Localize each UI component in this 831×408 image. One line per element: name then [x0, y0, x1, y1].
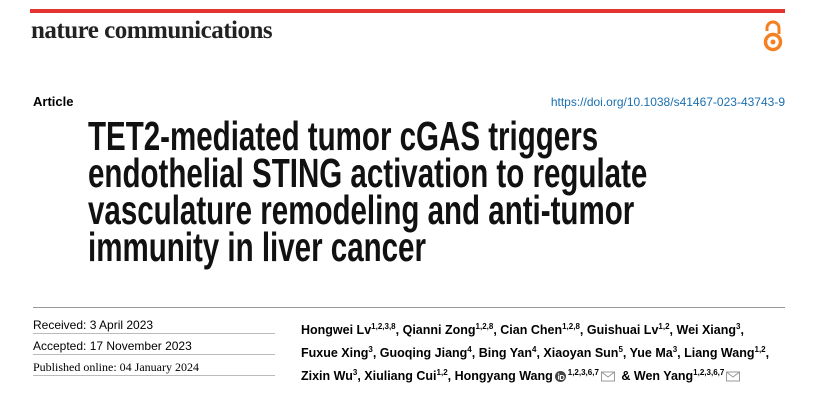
- affiliation: 3: [736, 322, 741, 331]
- affiliation: 1,2,8: [475, 322, 494, 331]
- title-line: vasculature remodeling and anti-tumor: [88, 187, 635, 233]
- affiliation: 1,2: [754, 345, 766, 354]
- affiliation: 1,2: [658, 322, 670, 331]
- author-name: Guishuai Lv: [586, 323, 659, 337]
- author[interactable]: Qianni Zong1,2,8: [402, 322, 494, 337]
- date: Accepted: 17 November 2023: [33, 334, 275, 355]
- affiliation: 1,2,8: [562, 322, 580, 331]
- author-line: Zixin Wu3, Xiuliang Cui1,2, Hongyang Wan…: [301, 363, 769, 386]
- title: TET2-mediated tumor cGAS triggers endothe…: [88, 113, 808, 270]
- author[interactable]: Liang Wang1,2: [684, 345, 766, 360]
- author-name: Bing Yan: [478, 346, 532, 360]
- author[interactable]: Fuxue Xing3: [301, 345, 373, 360]
- author-name: Liang Wang: [684, 346, 755, 360]
- separator: ,: [471, 346, 476, 360]
- authors: Hongwei Lv1,2,3,8, Qianni Zong1,2,8, Cia…: [301, 317, 769, 386]
- separator: ,: [357, 369, 361, 383]
- header-bar: [30, 9, 785, 13]
- affiliation: 3: [672, 345, 678, 354]
- affiliation: 1,2: [436, 368, 448, 377]
- email-icon[interactable]: [600, 371, 616, 382]
- email-icon[interactable]: [726, 371, 741, 382]
- author[interactable]: Hongwei Lv1,2,3,8: [301, 322, 396, 337]
- author[interactable]: Zixin Wu3: [301, 368, 358, 383]
- separator: ,: [447, 369, 452, 383]
- separator: ,: [740, 323, 744, 337]
- affiliation: 4: [467, 345, 472, 354]
- author[interactable]: Hongyang Wang 1,2,3,6,7: [454, 368, 618, 383]
- author-name: Hongyang Wang: [454, 369, 553, 383]
- affiliation: 3: [368, 345, 373, 354]
- separator: ,: [765, 346, 770, 360]
- author-name: Guoqing Jiang: [379, 346, 468, 360]
- divider: [33, 307, 785, 308]
- article-type: Article: [33, 94, 74, 109]
- orcid-icon[interactable]: [554, 371, 566, 382]
- title-line: immunity in liver cancer: [88, 224, 426, 270]
- author[interactable]: Xiaoyan Sun5: [543, 345, 623, 360]
- title-line: TET2-mediated tumor cGAS triggers: [88, 113, 599, 159]
- separator: ,: [677, 346, 681, 360]
- affiliation: 1,2,3,6,7: [693, 368, 725, 377]
- separator: ,: [395, 323, 400, 337]
- author[interactable]: Wei Xiang3: [676, 322, 741, 337]
- author-name: Cian Chen: [500, 323, 563, 337]
- affiliation: 1,2,3,6,7: [567, 368, 599, 377]
- affiliation: 5: [618, 345, 623, 354]
- author[interactable]: Yue Ma3: [629, 345, 678, 360]
- author-name: Wei Xiang: [676, 323, 737, 337]
- author-name: Hongwei Lv: [301, 323, 372, 337]
- author[interactable]: Wen Yang1,2,3,6,7: [633, 368, 743, 383]
- author[interactable]: Guishuai Lv1,2: [586, 322, 670, 337]
- author-name: Fuxue Xing: [301, 346, 369, 360]
- author-name: Xiaoyan Sun: [543, 346, 619, 360]
- title-line: endothelial STING activation to regulate: [88, 150, 648, 196]
- author-name: Zixin Wu: [301, 369, 353, 383]
- author-line: Fuxue Xing3, Guoqing Jiang4, Bing Yan4, …: [301, 340, 769, 363]
- author-name: Xiuliang Cui: [364, 369, 437, 383]
- separator: ,: [622, 346, 627, 360]
- separator: ,: [669, 323, 674, 337]
- affiliation: 1,2,3,8: [371, 322, 396, 331]
- separator: ,: [493, 323, 497, 337]
- separator: ,: [579, 323, 584, 337]
- dates: Received: 3 April 2023 Accepted: 17 Novem…: [33, 318, 275, 376]
- author[interactable]: Bing Yan4: [478, 345, 537, 360]
- affiliation: 4: [531, 345, 537, 354]
- author-name: Yue Ma: [629, 346, 673, 360]
- date: Received: 3 April 2023: [33, 318, 275, 334]
- date: Published online: 04 January 2024: [33, 355, 275, 376]
- separator: &: [621, 369, 631, 383]
- author-name: Wen Yang: [633, 369, 694, 383]
- author-line: Hongwei Lv1,2,3,8, Qianni Zong1,2,8, Cia…: [301, 317, 769, 340]
- separator: ,: [372, 346, 377, 360]
- author-name: Qianni Zong: [402, 323, 476, 337]
- journal-name: nature communications: [31, 17, 273, 44]
- affiliation: 3: [352, 368, 358, 377]
- doi-link[interactable]: https://doi.org/10.1038/s41467-023-43743…: [550, 95, 785, 109]
- separator: ,: [536, 346, 540, 360]
- open-access-icon: [763, 20, 783, 52]
- author[interactable]: Guoqing Jiang4: [379, 345, 472, 360]
- author[interactable]: Xiuliang Cui1,2: [364, 368, 448, 383]
- author[interactable]: Cian Chen1,2,8: [500, 322, 580, 337]
